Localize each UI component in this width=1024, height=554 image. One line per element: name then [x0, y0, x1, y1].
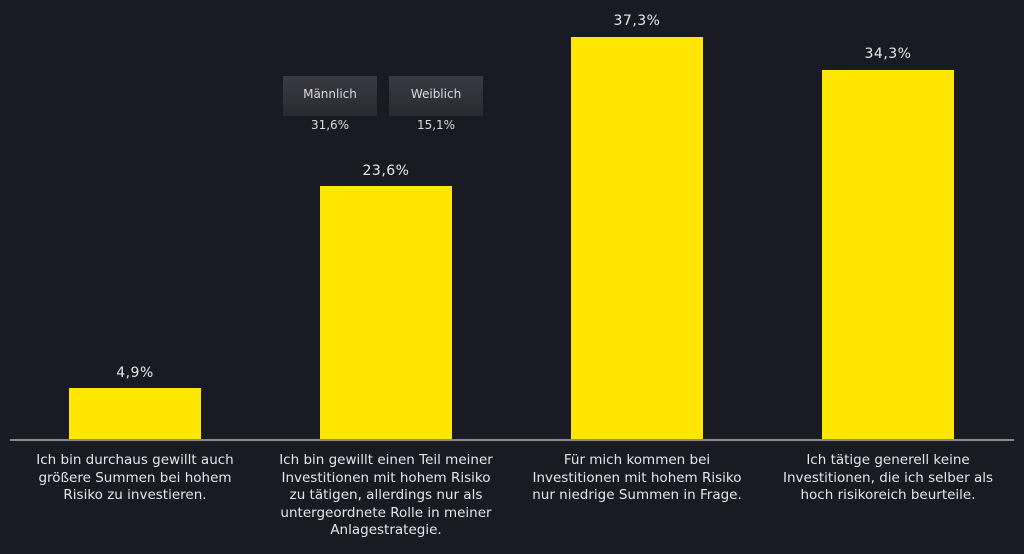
legend-male-value: 31,6% — [310, 118, 350, 132]
bar-value-label: 23,6% — [362, 163, 410, 179]
x-axis-line — [10, 439, 1014, 441]
bar-value-label: 4,9% — [116, 365, 154, 381]
bar-value-label: 37,3% — [613, 13, 661, 29]
bar — [320, 186, 452, 440]
bar — [822, 70, 954, 440]
category-label: Ich tätige generell keine Investitionen,… — [782, 452, 993, 503]
bar — [571, 37, 703, 440]
legend-female-value: 15,1% — [416, 118, 456, 132]
legend-female-button[interactable]: Weiblich — [389, 76, 483, 116]
category-label: Ich bin durchaus gewillt auch größere Su… — [36, 452, 234, 503]
bar-value-label: 34,3% — [864, 46, 912, 62]
category-label: Ich bin gewillt einen Teil meiner Invest… — [279, 452, 493, 538]
legend-male-button[interactable]: Männlich — [283, 76, 377, 116]
bar — [69, 388, 201, 440]
category-label: Für mich kommen bei Investitionen mit ho… — [532, 452, 742, 503]
